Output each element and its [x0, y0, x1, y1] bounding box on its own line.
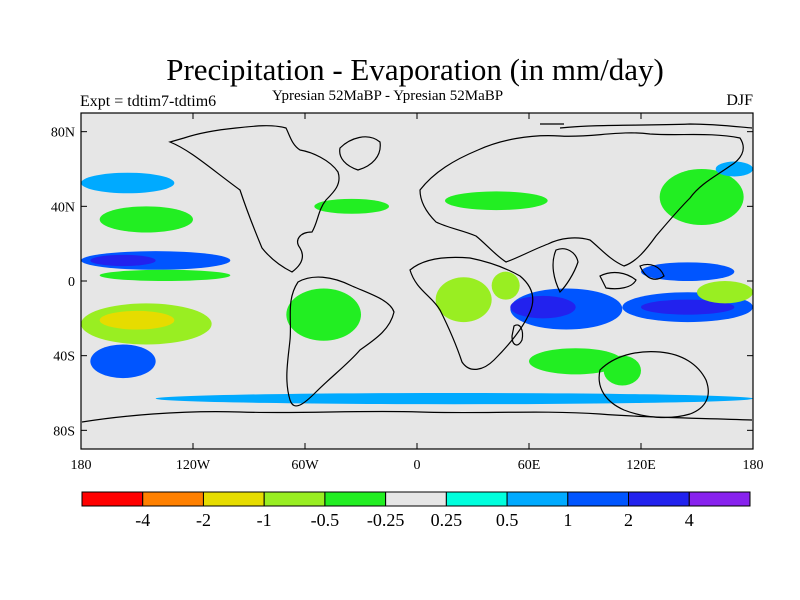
coastline-antarctica: [81, 410, 753, 423]
coastline-south-america: [286, 276, 395, 407]
field-region-tropical-pacific-core: [90, 254, 156, 267]
colorbar-swatch: [628, 491, 690, 507]
field-region-africa: [435, 277, 492, 323]
field-region-arabia-eastafrica: [491, 271, 520, 300]
coastline-africa: [409, 256, 534, 370]
map-title: Precipitation - Evaporation (in mm/day): [166, 52, 664, 87]
field-region-s-america: [286, 288, 361, 341]
field-region-south-pacific-wet: [90, 344, 156, 379]
colorbar-swatch: [567, 491, 630, 507]
field-region-southern-ocean-band: [155, 393, 753, 405]
colorbar-label: -1: [257, 510, 272, 530]
field-region-nw-pacific-dry: [697, 281, 753, 304]
colorbar-label: -0.25: [367, 510, 405, 530]
field-region-n-pacific-north-band: [81, 172, 175, 194]
colorbar-label: 0.25: [431, 510, 463, 530]
coastline-australia: [598, 351, 709, 419]
colorbar-swatch: [142, 491, 204, 507]
coastline-arctic: [540, 123, 753, 129]
colorbar-swatch: [202, 491, 265, 507]
map-background: [81, 113, 753, 449]
field-region-south-pacific-core: [99, 310, 175, 330]
colorbar-label: -4: [135, 510, 150, 530]
field-region-nw-pacific-high: [659, 169, 744, 225]
lon-tick-label: 180: [743, 458, 764, 473]
colorbar: -4 -2 -1 -0.5 -0.25 0.25 0.5 1 2 4: [81, 491, 751, 530]
colorbar-label: 4: [685, 510, 694, 530]
season-label: DJF: [726, 92, 753, 109]
field-region-n-pacific-band: [99, 206, 193, 233]
field-region-n-atlantic-band: [314, 198, 389, 214]
axis-layer: 80N 40N 0 40S 80S 180 120W 60W 0 60E 120E 180: [51, 113, 764, 473]
lon-tick-label: 60E: [518, 458, 541, 473]
lon-tick-label: 180: [71, 458, 92, 473]
field-region-nw-pacific-edge: [715, 161, 753, 177]
coastline-greenland: [339, 136, 381, 171]
field-region-nw-pacific: [641, 262, 735, 281]
lon-tick-label: 60W: [291, 458, 319, 473]
coastline-madagascar: [511, 324, 524, 346]
lat-tick-label: 40N: [51, 200, 75, 215]
colorbar-swatch: [81, 491, 144, 507]
field-region-europe-asia: [445, 191, 548, 211]
colorbar-swatch: [506, 491, 569, 507]
colorbar-label: -0.5: [311, 510, 340, 530]
coastline-indonesia: [599, 263, 665, 290]
lat-tick-label: 80S: [53, 424, 75, 439]
field-region-w-pacific-core: [641, 299, 735, 315]
lat-tick-label: 40S: [53, 350, 75, 365]
coastline-layer: [81, 123, 753, 423]
lat-tick-label: 0: [68, 275, 75, 290]
colorbar-label: -2: [196, 510, 211, 530]
field-region-s-indian-ocean: [529, 348, 623, 375]
colorbar-label: 0.5: [496, 510, 519, 530]
colorbar-swatch: [445, 491, 508, 507]
colorbar-swatch: [263, 491, 326, 507]
colorbar-swatch: [324, 491, 387, 507]
coastline-india: [552, 248, 579, 294]
map-subtitle: Ypresian 52MaBP - Ypresian 52MaBP: [272, 88, 504, 104]
colorbar-swatch: [385, 491, 447, 507]
colorbar-label: 2: [624, 510, 633, 530]
lon-tick-label: 120W: [176, 458, 211, 473]
colorbar-swatch: [688, 491, 751, 507]
coastline-north-america: [168, 125, 340, 273]
coastline-eurasia: [419, 132, 744, 267]
field-region-indian-ocean-core: [510, 295, 576, 319]
lat-tick-label: 80N: [51, 126, 75, 141]
experiment-label: Expt = tdtim7-tdtim6: [80, 93, 217, 110]
lon-tick-label: 0: [414, 458, 421, 473]
field-region-australia: [603, 355, 641, 386]
colorbar-label: 1: [563, 510, 572, 530]
field-region-tropical-pacific-dry: [99, 269, 231, 281]
lon-tick-label: 120E: [626, 458, 656, 473]
